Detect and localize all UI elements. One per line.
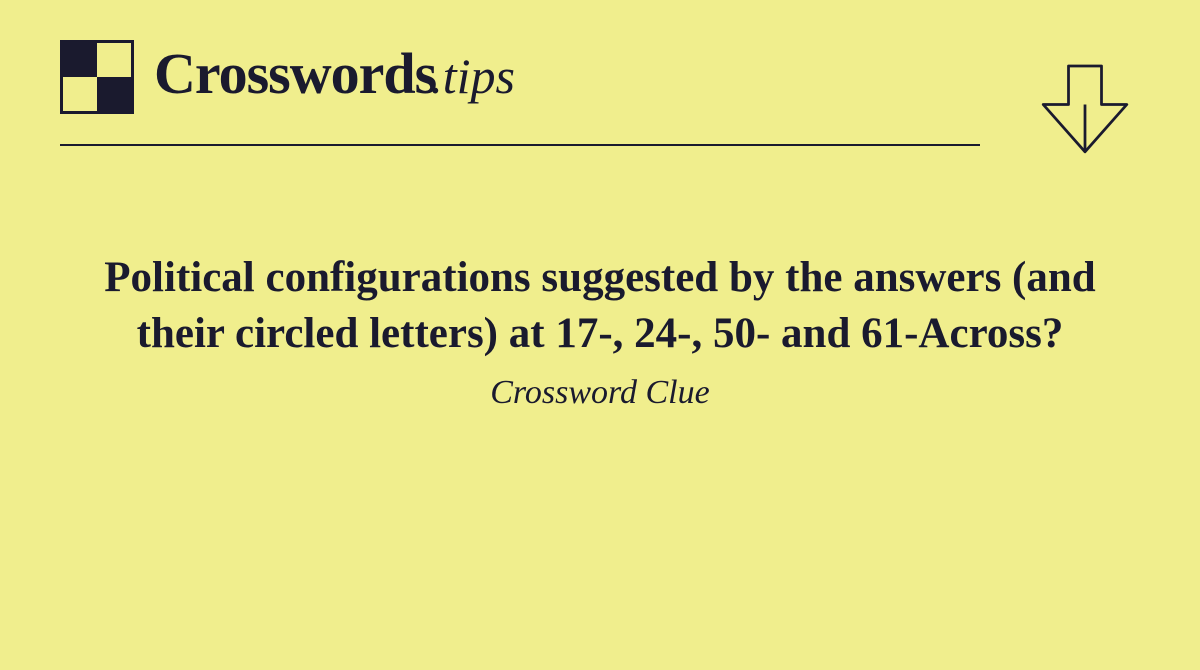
checker-icon [60, 40, 134, 114]
brand-text: Crosswords.tips [154, 40, 515, 107]
header-rule [60, 144, 980, 146]
down-arrow-icon [1030, 55, 1140, 170]
main-content: Political configurations suggested by th… [0, 250, 1200, 412]
site-logo[interactable]: Crosswords.tips [60, 40, 515, 114]
clue-subtitle: Crossword Clue [90, 374, 1110, 412]
header: Crosswords.tips [0, 0, 1200, 114]
brand-main: Crosswords [154, 41, 436, 106]
clue-title: Political configurations suggested by th… [90, 250, 1110, 362]
brand-suffix: .tips [430, 48, 515, 104]
